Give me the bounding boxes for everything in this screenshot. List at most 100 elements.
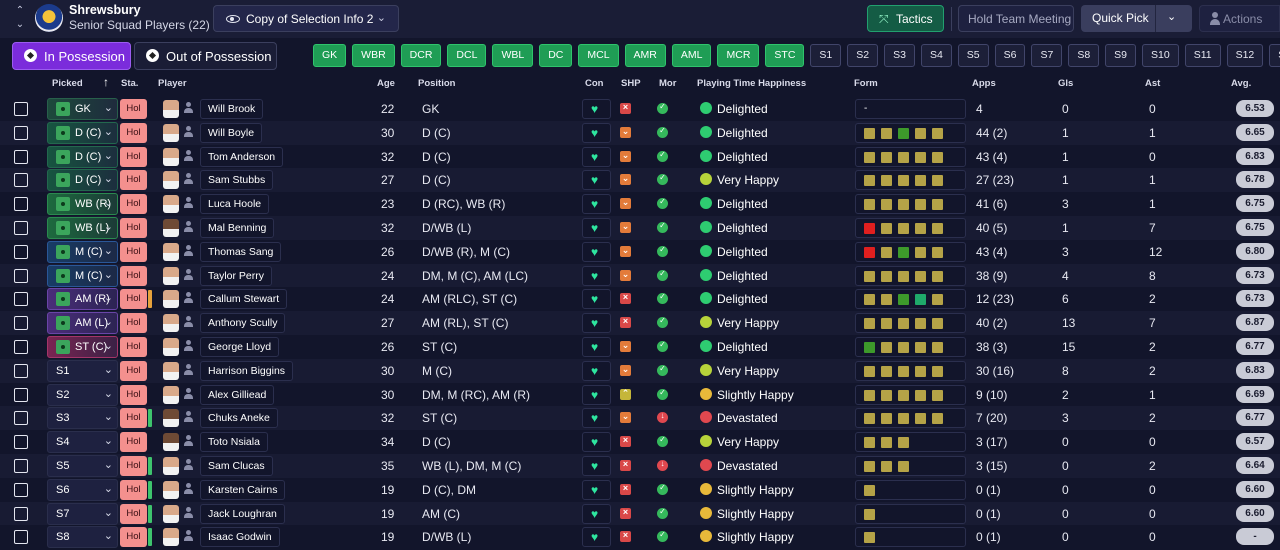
col-playing-time-happiness[interactable]: Playing Time Happiness [697, 78, 807, 89]
position-chip-s4[interactable]: S4 [920, 44, 952, 67]
status-badge[interactable]: Hol [120, 265, 147, 286]
select-checkbox[interactable] [14, 173, 28, 188]
picked-position-dropdown[interactable]: D (C) ⌄ [47, 145, 118, 168]
status-badge[interactable]: Hol [120, 455, 147, 476]
select-checkbox[interactable] [14, 363, 28, 378]
status-badge[interactable]: Hol [120, 289, 147, 310]
col-condition[interactable]: Con [585, 78, 604, 89]
player-name-link[interactable]: Thomas Sang [200, 241, 282, 262]
position-chip-s12[interactable]: S12 [1226, 44, 1264, 67]
player-name-link[interactable]: Chuks Aneke [200, 408, 278, 429]
select-checkbox[interactable] [14, 244, 28, 259]
player-info-icon[interactable] [184, 339, 193, 352]
nav-down-icon[interactable]: ⌄ [15, 19, 25, 30]
select-checkbox[interactable] [14, 339, 28, 354]
player-info-icon[interactable] [184, 411, 193, 423]
picked-position-dropdown[interactable]: S4 ⌄ [47, 431, 118, 454]
position-chip-s9[interactable]: S9 [1105, 44, 1136, 67]
actions-button[interactable]: Actions [1199, 5, 1280, 32]
table-row[interactable]: WB (R) ⌄ Hol Luca Hoole 23 D (RC), WB (R) ♥ ⌄ ✓ D… [0, 192, 1280, 216]
picked-position-dropdown[interactable]: AM (R) ⌄ [47, 288, 118, 311]
picked-position-dropdown[interactable]: D (C) ⌄ [47, 121, 118, 144]
picked-position-dropdown[interactable]: S6 ⌄ [47, 478, 118, 501]
status-badge[interactable]: Hol [120, 217, 147, 238]
table-row[interactable]: D (C) ⌄ Hol Tom Anderson 32 D (C) ♥ ⌄ ✓ Delighted… [0, 144, 1280, 169]
picked-position-dropdown[interactable]: S3 ⌄ [47, 407, 118, 430]
position-chip-s10[interactable]: S10 [1142, 44, 1179, 67]
player-name-link[interactable]: Luca Hoole [200, 194, 270, 215]
table-row[interactable]: S1 ⌄ Hol Harrison Biggins 30 M (C) ♥ ⌄ ✓ Very Hap… [0, 358, 1280, 383]
player-info-icon[interactable] [184, 363, 193, 376]
picked-position-dropdown[interactable]: D (C) ⌄ [47, 169, 118, 192]
position-chip-aml[interactable]: AML [671, 44, 712, 67]
status-badge[interactable]: Hol [120, 360, 147, 381]
select-checkbox[interactable] [14, 458, 28, 473]
picked-position-dropdown[interactable]: S2 ⌄ [47, 383, 118, 406]
select-checkbox[interactable] [14, 435, 28, 450]
position-chip-dc[interactable]: DC [539, 44, 573, 67]
table-row[interactable]: S3 ⌄ Hol Chuks Aneke 32 ST (C) ♥ ⌄ ↓ Devastated 7 … [0, 406, 1280, 431]
col-average-rating[interactable]: Avg. [1231, 78, 1252, 89]
col-status[interactable]: Sta. [121, 78, 139, 89]
position-chip-s7[interactable]: S7 [1031, 44, 1063, 67]
status-badge[interactable]: Hol [120, 122, 147, 143]
position-chip-dcr[interactable]: DCR [400, 44, 442, 67]
col-goals[interactable]: Gls [1058, 78, 1074, 89]
status-badge[interactable]: Hol [120, 527, 147, 548]
picked-position-dropdown[interactable]: S1 ⌄ [47, 359, 118, 382]
position-chip-stc[interactable]: STC [765, 44, 805, 67]
quick-pick-button[interactable]: Quick Pick ⌄ [1081, 5, 1192, 32]
player-name-link[interactable]: Karsten Cairns [200, 479, 286, 500]
player-info-icon[interactable] [184, 244, 193, 257]
position-chip-dcl[interactable]: DCL [447, 44, 487, 67]
col-assists[interactable]: Ast [1145, 78, 1161, 89]
position-chip-s1[interactable]: S1 [810, 44, 842, 67]
position-chip-s13[interactable]: S13 [1269, 44, 1280, 67]
in-possession-tab[interactable]: In Possession [12, 42, 131, 70]
status-badge[interactable]: Hol [120, 194, 147, 215]
position-chip-s6[interactable]: S6 [994, 44, 1026, 67]
player-info-icon[interactable] [184, 316, 193, 328]
table-row[interactable]: S5 ⌄ Hol Sam Clucas 35 WB (L), DM, M (C) ♥ × ↓ De… [0, 453, 1280, 478]
position-chip-wbl[interactable]: WBL [492, 44, 534, 67]
nav-up-icon[interactable]: ⌃ [15, 5, 25, 16]
position-chip-s11[interactable]: S11 [1184, 44, 1221, 67]
table-row[interactable]: S8 ⌄ Hol Isaac Godwin 19 D/WB (L) ♥ × ✓ Slightly … [0, 525, 1280, 550]
player-name-link[interactable]: Anthony Scully [200, 313, 286, 334]
select-checkbox[interactable] [14, 292, 28, 307]
table-row[interactable]: D (C) ⌄ Hol Sam Stubbs 27 D (C) ♥ ⌄ ✓ Very Happy 2… [0, 168, 1280, 193]
player-info-icon[interactable] [184, 458, 193, 471]
select-checkbox[interactable] [14, 411, 28, 426]
status-badge[interactable]: Hol [120, 408, 147, 429]
player-info-icon[interactable] [184, 220, 193, 233]
player-info-icon[interactable] [184, 530, 193, 542]
table-row[interactable]: ST (C) ⌄ Hol George Lloyd 26 ST (C) ♥ ⌄ ✓ Delight… [0, 334, 1280, 359]
player-name-link[interactable]: George Lloyd [200, 336, 280, 357]
position-chip-gk[interactable]: GK [313, 44, 347, 67]
player-name-link[interactable]: Harrison Biggins [200, 360, 294, 381]
player-name-link[interactable]: Isaac Godwin [200, 527, 280, 548]
col-form[interactable]: Form [854, 78, 878, 89]
status-badge[interactable]: Hol [120, 241, 147, 262]
picked-position-dropdown[interactable]: ST (C) ⌄ [47, 335, 118, 358]
select-checkbox[interactable] [14, 220, 28, 235]
col-shp[interactable]: SHP [621, 78, 641, 89]
position-chip-s3[interactable]: S3 [884, 44, 915, 67]
tactics-button[interactable]: ⤧ Tactics [867, 5, 944, 32]
player-name-link[interactable]: Jack Loughran [200, 503, 285, 524]
club-crest-icon[interactable] [35, 4, 63, 32]
select-checkbox[interactable] [14, 316, 28, 331]
quick-pick-chevron-icon[interactable]: ⌄ [1167, 11, 1177, 23]
col-player[interactable]: Player [158, 78, 187, 89]
status-badge[interactable]: Hol [120, 146, 147, 167]
club-name[interactable]: Shrewsbury [69, 3, 141, 17]
table-row[interactable]: S4 ⌄ Hol Toto Nsiala 34 D (C) ♥ × ✓ Very Happy 3 (… [0, 430, 1280, 454]
select-checkbox[interactable] [14, 197, 28, 212]
player-info-icon[interactable] [184, 197, 193, 209]
table-row[interactable]: S7 ⌄ Hol Jack Loughran 19 AM (C) ♥ × ✓ Slightly H… [0, 501, 1280, 526]
select-checkbox[interactable] [14, 268, 28, 283]
table-row[interactable]: GK ⌄ Hol Will Brook 22 GK ♥ × ✓ Delighted - 4 0 0 6.53 [0, 97, 1280, 121]
position-chip-wbr[interactable]: WBR [352, 44, 395, 67]
col-position[interactable]: Position [418, 78, 456, 89]
col-age[interactable]: Age [377, 78, 395, 89]
